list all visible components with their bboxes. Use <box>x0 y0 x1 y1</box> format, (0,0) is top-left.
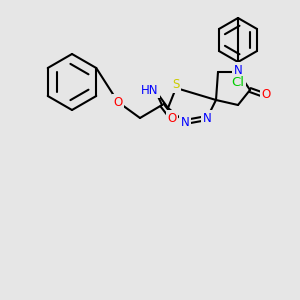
Text: N: N <box>181 116 189 128</box>
Text: N: N <box>234 64 242 76</box>
Text: O: O <box>113 95 123 109</box>
Text: O: O <box>261 88 271 101</box>
Text: S: S <box>172 79 180 92</box>
Text: HN: HN <box>141 83 159 97</box>
Text: Cl: Cl <box>232 76 244 88</box>
Text: N: N <box>202 112 211 124</box>
Text: O: O <box>167 112 177 124</box>
